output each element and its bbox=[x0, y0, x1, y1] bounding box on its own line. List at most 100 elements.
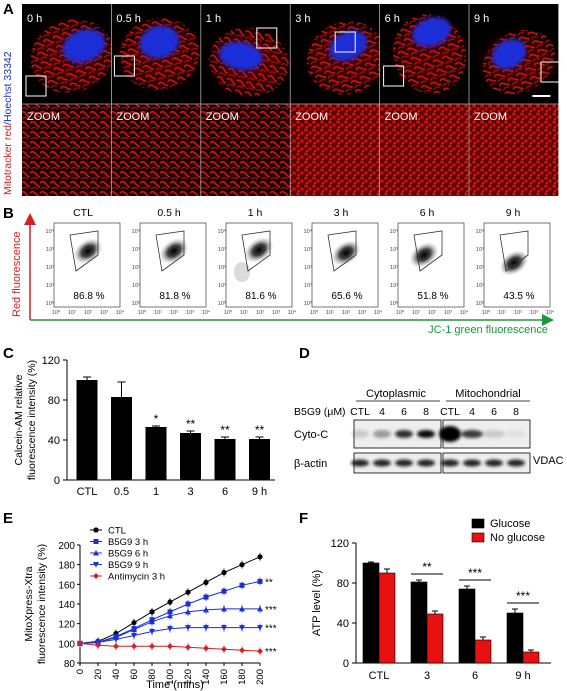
data-point bbox=[221, 625, 227, 631]
bar bbox=[145, 427, 167, 480]
flow-x-tick: 10¹ bbox=[68, 310, 76, 316]
y-tick-label: 120 bbox=[58, 620, 75, 631]
x-tick-label: 100 bbox=[165, 669, 176, 685]
zoom-tint bbox=[469, 104, 559, 196]
zoom-label: ZOOM bbox=[206, 111, 239, 123]
y-tick-label: 140 bbox=[58, 600, 75, 611]
y-tick-label: 80 bbox=[48, 395, 60, 407]
flow-x-tick: 10⁴ bbox=[116, 309, 125, 316]
legend-swatch bbox=[471, 532, 485, 543]
blot-lane-label: CTL bbox=[440, 406, 460, 418]
bar bbox=[111, 397, 132, 480]
zoom-label: ZOOM bbox=[27, 111, 60, 123]
zoom-label: ZOOM bbox=[295, 111, 328, 123]
x-tick-label: 180 bbox=[237, 669, 248, 685]
bar bbox=[362, 562, 380, 664]
flow-y-tick: 10⁰ bbox=[476, 300, 485, 307]
x-tick-label: 0.5 bbox=[114, 486, 129, 498]
x-tick-label: 200 bbox=[255, 669, 266, 685]
panel-f-atp-chart: 0 40 80 120 ATP level (%) CTL 3 ** 6 *** 9 h *** Glu… bbox=[311, 518, 551, 682]
significance-mark: ** bbox=[255, 423, 265, 437]
flow-condition-label: 1 h bbox=[248, 207, 263, 219]
data-point bbox=[257, 648, 263, 655]
data-point bbox=[203, 594, 209, 600]
data-point bbox=[131, 643, 137, 650]
y-tick-label: 200 bbox=[58, 541, 75, 552]
y-tick-label: 0 bbox=[343, 658, 349, 670]
timepoint-label: 0.5 h bbox=[116, 13, 140, 25]
flow-y-tick: 10² bbox=[390, 265, 398, 271]
blot-group-mitochondrial: Mitochondrial bbox=[455, 388, 520, 400]
cytoc-band bbox=[373, 430, 391, 438]
legend-label: B5G9 9 h bbox=[108, 560, 148, 571]
data-point bbox=[221, 646, 227, 653]
flow-y-tick: 10³ bbox=[132, 247, 140, 253]
flow-x-tick: 10⁰ bbox=[396, 309, 405, 316]
flow-x-tick: 10² bbox=[514, 310, 522, 316]
data-point bbox=[185, 644, 191, 651]
data-point bbox=[221, 569, 227, 576]
panel-b-ylabel: Red fluorescence bbox=[11, 231, 23, 317]
x-tick-label: 160 bbox=[219, 669, 230, 685]
actin-band bbox=[417, 459, 435, 467]
flow-y-tick: 10¹ bbox=[476, 283, 484, 289]
data-point bbox=[239, 562, 245, 568]
panel-e-oxygen-chart: 80 100 120 140 160 180 200 0 20 40 60 80 100 120 140 16… bbox=[23, 526, 277, 691]
bar bbox=[426, 613, 444, 664]
blot-lane-label: 4 bbox=[379, 406, 385, 418]
x-tick-label: 1 bbox=[153, 486, 159, 498]
panel-b-xlabel: JC-1 green fluorescence bbox=[428, 324, 548, 336]
data-point bbox=[203, 606, 209, 613]
zoom-label: ZOOM bbox=[116, 111, 149, 123]
zoom-frame bbox=[290, 104, 380, 196]
cytoc-band bbox=[505, 430, 527, 438]
legend-label: Antimycin 3 h bbox=[108, 572, 165, 583]
y-axis-label: ATP level (%) bbox=[311, 570, 323, 636]
flow-percentage: 86.8 % bbox=[73, 291, 104, 302]
blot-group-cytoplasmic: Cytoplasmic bbox=[366, 388, 426, 400]
data-point bbox=[113, 636, 119, 643]
zoom-tint bbox=[22, 104, 112, 196]
data-point bbox=[239, 647, 245, 654]
flow-y-tick: 10² bbox=[46, 265, 54, 271]
x-tick-label: 60 bbox=[129, 669, 140, 680]
flow-condition-label: 6 h bbox=[420, 207, 435, 219]
y-axis-label-line: fluorescence intensity (%) bbox=[36, 544, 48, 664]
flow-x-tick: 10¹ bbox=[240, 310, 248, 316]
bar bbox=[249, 439, 270, 480]
vdac-band bbox=[441, 459, 459, 467]
x-tick-label: 6 bbox=[222, 486, 228, 498]
blot-lane-label: 6 bbox=[491, 406, 497, 418]
flow-x-tick: 10² bbox=[342, 310, 350, 316]
flow-x-tick: 10⁰ bbox=[482, 309, 491, 316]
flow-y-tick: 10⁰ bbox=[46, 300, 55, 307]
timepoint-label: 6 h bbox=[385, 13, 400, 25]
zoom-tint bbox=[379, 104, 469, 196]
panel-label-a: A bbox=[3, 1, 14, 18]
flow-x-tick: 10² bbox=[170, 310, 178, 316]
flow-x-tick: 10³ bbox=[530, 310, 538, 316]
timepoint-label: 9 h bbox=[474, 13, 489, 25]
flow-x-tick: 10⁰ bbox=[52, 309, 61, 316]
flow-y-tick: 10⁴ bbox=[476, 228, 485, 235]
significance-mark: *** bbox=[265, 647, 277, 658]
significance-mark: * bbox=[154, 412, 159, 426]
bar bbox=[214, 439, 236, 480]
flow-condition-label: 0.5 h bbox=[157, 207, 181, 219]
nucleus bbox=[62, 29, 106, 63]
vdac-band bbox=[463, 459, 481, 467]
flow-gate bbox=[69, 230, 99, 272]
flow-x-tick: 10⁰ bbox=[224, 309, 233, 316]
bar bbox=[506, 612, 524, 664]
x-tick-label: 140 bbox=[201, 669, 212, 685]
x-tick-label: 9 h bbox=[252, 486, 267, 498]
flow-x-tick: 10¹ bbox=[154, 310, 162, 316]
blot-right-label: VDAC bbox=[533, 455, 564, 467]
zoom-frame bbox=[22, 104, 112, 196]
flow-density bbox=[499, 250, 529, 276]
flow-y-tick: 10³ bbox=[46, 247, 54, 253]
y-tick-label: 120 bbox=[42, 355, 60, 367]
zoom-tint bbox=[111, 104, 201, 196]
timepoint-label: 0 h bbox=[27, 13, 42, 25]
y-tick-label: 180 bbox=[58, 561, 75, 572]
